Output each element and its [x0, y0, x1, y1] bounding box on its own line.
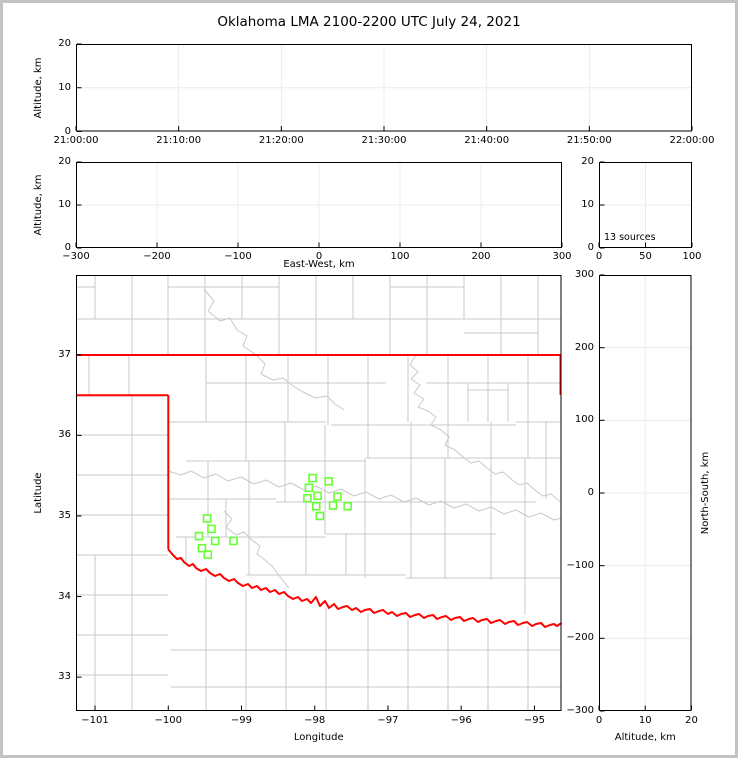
x-tick-label: 21:10:00 — [156, 135, 202, 146]
y-tick-label: 35 — [58, 509, 71, 521]
plan-view-map-panel — [76, 275, 563, 711]
station-marker — [210, 536, 220, 546]
x-axis-label: Longitude — [293, 731, 344, 743]
station-marker — [197, 543, 207, 553]
x-tick-label: 21:20:00 — [258, 135, 304, 146]
x-tick-label: 21:40:00 — [464, 135, 510, 146]
x-tick-label: 0 — [595, 714, 603, 726]
gridlines — [77, 45, 691, 131]
y-tick-label: 200 — [574, 341, 594, 353]
station-marker — [315, 511, 325, 521]
station-marker — [203, 550, 213, 559]
x-tick-label: 100 — [390, 251, 410, 262]
east-west-height-panel — [75, 161, 563, 248]
x-tick-label: 0 — [595, 251, 603, 262]
x-tick-label: −97 — [377, 714, 399, 726]
y-axis-label: Altitude, km — [33, 174, 44, 235]
x-tick-label: 21:00:00 — [53, 135, 99, 146]
station-marker — [324, 477, 333, 486]
y-axis-label-right: North-South, km — [699, 451, 711, 535]
y-tick-label: 0 — [587, 487, 594, 498]
x-tick-label: 100 — [682, 251, 702, 262]
x-axis-label: East-West, km — [283, 259, 355, 270]
x-tick-label: −99 — [230, 714, 253, 726]
y-tick-label: 33 — [58, 671, 71, 683]
north-south-height-panel — [598, 274, 692, 712]
station-marker — [303, 493, 312, 503]
x-tick-label: 20 — [685, 714, 698, 726]
y-tick-label: 37 — [58, 348, 71, 360]
y-tick-label: −300 — [566, 705, 594, 716]
x-tick-label: −100 — [224, 251, 252, 262]
y-tick-label: 10 — [58, 198, 71, 210]
y-tick-label: 20 — [58, 38, 71, 49]
x-tick-label: 22:00:00 — [669, 135, 715, 146]
station-marker — [328, 501, 338, 510]
station-marker — [229, 536, 238, 546]
y-tick-label: 20 — [581, 155, 594, 167]
x-tick-label: −96 — [450, 714, 472, 726]
station-marker — [313, 491, 322, 501]
x-tick-label: 50 — [639, 251, 652, 262]
x-tick-label: 21:50:00 — [566, 135, 612, 146]
lma-station-markers — [194, 473, 352, 559]
x-axis-label: Altitude, km — [614, 731, 676, 743]
y-tick-label: 0 — [64, 125, 71, 137]
x-tick-label: −98 — [304, 714, 326, 726]
y-tick-label: −200 — [566, 632, 594, 644]
station-marker — [207, 524, 216, 534]
y-tick-label: 20 — [58, 155, 71, 167]
y-tick-label: 36 — [58, 429, 71, 441]
time-height-panel — [75, 43, 693, 132]
state-border-oklahoma — [76, 354, 563, 628]
x-tick-label: 300 — [552, 251, 572, 262]
x-tick-label: −95 — [523, 714, 545, 726]
x-tick-label: 21:30:00 — [361, 135, 407, 146]
y-tick-label: 100 — [574, 414, 594, 426]
y-tick-label: 34 — [58, 590, 71, 602]
x-tick-label: 0 — [315, 251, 323, 262]
x-tick-label: −200 — [143, 251, 171, 262]
station-marker — [311, 501, 321, 511]
gridlines — [600, 162, 691, 247]
y-tick-label: −100 — [566, 559, 594, 571]
figure-title: Oklahoma LMA 2100-2200 UTC July 24, 2021 — [217, 14, 521, 30]
x-tick-label: −100 — [154, 714, 182, 726]
sources-count-annotation: 13 sources — [604, 231, 656, 243]
x-tick-label: −101 — [81, 714, 109, 726]
station-marker — [308, 473, 317, 483]
station-marker — [202, 514, 212, 523]
y-tick-label: 10 — [581, 198, 594, 210]
rivers — [167, 288, 562, 589]
x-tick-label: −300 — [62, 251, 90, 262]
y-tick-label: 0 — [64, 241, 71, 253]
gridlines — [77, 162, 561, 247]
y-tick-label: 10 — [58, 81, 71, 93]
station-marker — [194, 531, 204, 541]
y-tick-label: 0 — [587, 241, 594, 253]
station-marker — [343, 501, 352, 511]
x-tick-label: 10 — [638, 714, 652, 726]
y-axis-label: Altitude, km — [33, 57, 44, 119]
gridlines — [600, 276, 691, 710]
x-tick-label: 200 — [471, 251, 491, 262]
station-marker — [333, 492, 342, 501]
y-tick-label: 300 — [574, 269, 594, 280]
y-axis-label: Latitude — [33, 472, 44, 514]
tick-marks — [77, 354, 535, 710]
altitude-histogram-panel — [598, 161, 693, 248]
station-marker — [304, 483, 314, 493]
